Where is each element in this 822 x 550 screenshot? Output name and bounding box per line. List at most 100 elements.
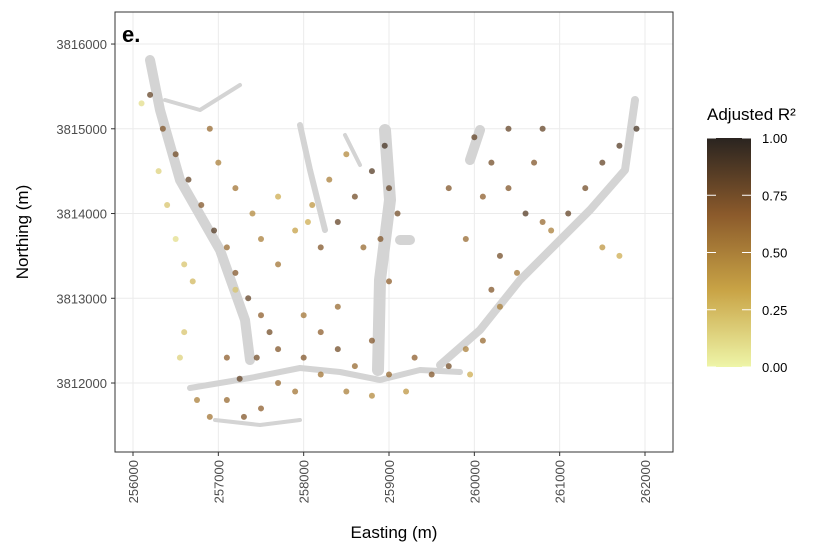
point	[462, 346, 469, 353]
y-axis-label: Northing (m)	[13, 185, 32, 279]
point	[317, 244, 324, 251]
point	[292, 388, 299, 395]
point	[496, 252, 503, 259]
point	[548, 227, 555, 234]
point	[181, 261, 188, 268]
point	[488, 286, 495, 293]
colorbar-tick-label: 0.00	[762, 360, 787, 375]
point	[428, 371, 435, 378]
y-tick-label: 3815000	[56, 122, 107, 137]
x-tick-label: 262000	[638, 460, 653, 503]
colorbar-tick-label: 0.50	[762, 246, 787, 261]
point	[479, 337, 486, 344]
points	[138, 91, 640, 420]
point	[258, 312, 265, 319]
point	[334, 219, 341, 225]
y-tick-label: 3812000	[56, 376, 107, 391]
point	[616, 142, 623, 149]
point	[326, 176, 333, 183]
point	[258, 405, 265, 412]
point	[381, 142, 388, 149]
point	[138, 100, 145, 107]
point	[172, 151, 179, 158]
colorbar-tick-label: 0.75	[762, 188, 787, 203]
point	[565, 210, 572, 217]
point	[223, 354, 230, 361]
point	[514, 269, 521, 276]
point	[531, 159, 538, 166]
point	[386, 371, 393, 378]
point	[300, 354, 307, 361]
point	[317, 329, 324, 336]
point	[232, 269, 239, 276]
plot-border	[114, 11, 674, 453]
point	[522, 210, 529, 217]
point	[599, 244, 606, 251]
rivers	[145, 55, 639, 427]
point	[266, 329, 273, 336]
point	[147, 91, 154, 98]
point	[496, 303, 503, 310]
point	[164, 202, 171, 209]
point	[616, 252, 623, 259]
point	[505, 185, 512, 192]
point	[386, 278, 393, 285]
point	[403, 388, 410, 395]
point	[304, 219, 311, 225]
x-tick-label: 256000	[126, 460, 141, 503]
point	[155, 168, 162, 175]
point	[599, 159, 606, 166]
point	[467, 371, 474, 378]
x-tick-label: 261000	[553, 460, 568, 503]
x-tick-label: 259000	[382, 460, 397, 503]
point	[215, 159, 222, 166]
legend-title: Adjusted R²	[707, 105, 796, 124]
colorbar-tick-label: 1.00	[762, 131, 787, 146]
y-tick-label: 3816000	[56, 37, 107, 52]
colorbar-tick-label: 0.25	[762, 303, 787, 318]
point	[505, 125, 512, 132]
point	[172, 235, 179, 242]
point	[232, 286, 239, 293]
point	[211, 227, 218, 234]
point	[377, 235, 384, 242]
point	[317, 371, 324, 378]
point	[240, 413, 247, 420]
point	[343, 388, 350, 395]
point	[292, 227, 299, 234]
point	[275, 193, 282, 200]
point	[334, 303, 341, 310]
point	[176, 354, 183, 361]
y-tick-label: 3813000	[56, 291, 107, 306]
point	[411, 354, 418, 361]
point	[633, 125, 640, 132]
point	[253, 354, 260, 361]
point	[159, 125, 166, 132]
point	[249, 210, 256, 217]
point	[582, 185, 589, 192]
point	[309, 202, 316, 209]
point	[539, 219, 546, 225]
point	[479, 193, 486, 200]
point	[445, 363, 452, 370]
point	[394, 210, 401, 217]
point	[206, 125, 213, 132]
point	[488, 159, 495, 166]
x-tick-label: 257000	[211, 460, 226, 503]
point	[343, 151, 350, 158]
point	[471, 134, 478, 141]
point	[351, 363, 358, 370]
point	[258, 235, 265, 242]
point	[539, 125, 546, 132]
point	[223, 396, 230, 403]
point	[368, 337, 375, 344]
point	[300, 312, 307, 319]
point	[334, 346, 341, 353]
point	[275, 346, 282, 353]
point	[360, 244, 367, 251]
point	[194, 396, 201, 403]
point	[206, 413, 213, 420]
panel-label: e.	[122, 22, 140, 47]
